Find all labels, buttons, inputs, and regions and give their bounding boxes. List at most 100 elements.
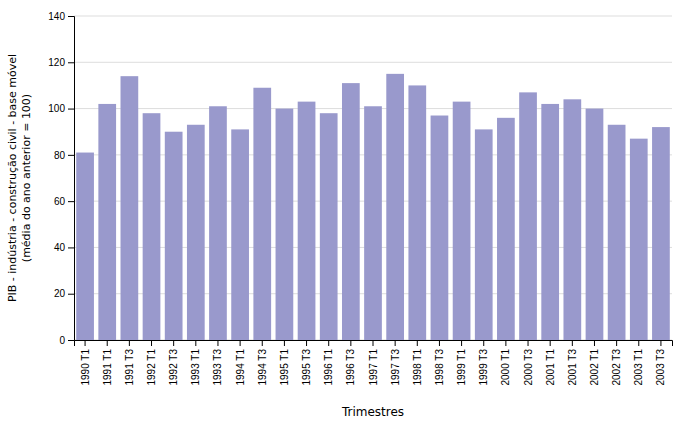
bar xyxy=(497,118,515,340)
x-tick-mark xyxy=(417,340,418,346)
bar xyxy=(386,74,404,340)
chart-container: 0204060801001201401990 T11991 T11991 T31… xyxy=(0,0,688,424)
x-tick: 1996 T1 xyxy=(323,340,334,386)
y-tick: 40 xyxy=(54,242,74,253)
y-tick-mark xyxy=(68,294,74,295)
bar xyxy=(630,139,648,340)
x-tick-mark xyxy=(373,340,374,346)
bar xyxy=(408,85,426,340)
y-tick-label: 20 xyxy=(54,288,66,299)
y-tick-mark xyxy=(68,155,74,156)
x-tick-label: 1995 T1 xyxy=(279,349,290,386)
x-tick-label: 2000 T1 xyxy=(500,349,511,386)
x-tick-mark xyxy=(660,340,661,346)
y-tick: 120 xyxy=(48,57,74,68)
x-tick: 2002 T3 xyxy=(611,340,622,386)
x-tick-mark xyxy=(173,340,174,346)
x-tick: 1998 T1 xyxy=(412,340,423,386)
x-tick: 1999 T1 xyxy=(456,340,467,386)
x-tick: 2003 T3 xyxy=(655,340,666,386)
x-tick-label: 1994 T1 xyxy=(235,349,246,386)
y-axis-title: PIB - indústria - construção civil - bas… xyxy=(6,54,33,302)
x-tick-mark xyxy=(461,340,462,346)
x-tick-mark xyxy=(350,340,351,346)
bar xyxy=(364,106,382,340)
x-tick-label: 2001 T3 xyxy=(567,349,578,386)
grid xyxy=(74,16,672,340)
bar xyxy=(143,113,161,340)
y-tick: 140 xyxy=(48,11,74,22)
x-tick-label: 1997 T3 xyxy=(390,349,401,386)
x-tick-label: 1995 T3 xyxy=(301,349,312,386)
bar xyxy=(121,76,139,340)
x-tick-label: 1999 T1 xyxy=(456,349,467,386)
bar xyxy=(253,88,271,340)
x-tick: 1997 T1 xyxy=(368,340,379,386)
bar xyxy=(298,102,316,340)
x-tick: 1997 T3 xyxy=(390,340,401,386)
x-tick-mark xyxy=(638,340,639,346)
x-tick-label: 1997 T1 xyxy=(368,349,379,386)
bar xyxy=(519,92,537,340)
bar xyxy=(98,104,116,340)
x-tick: 1994 T1 xyxy=(235,340,246,386)
x-tick-label: 1994 T3 xyxy=(257,349,268,386)
x-tick-mark xyxy=(550,340,551,346)
x-tick-label: 2002 T3 xyxy=(611,349,622,386)
x-tick-mark xyxy=(240,340,241,346)
y-tick: 0 xyxy=(59,335,74,346)
bar xyxy=(342,83,360,340)
x-tick: 2002 T1 xyxy=(589,340,600,386)
x-tick: 1995 T3 xyxy=(301,340,312,386)
y-tick-label: 40 xyxy=(54,242,66,253)
bar xyxy=(276,109,294,340)
x-tick: 2003 T1 xyxy=(633,340,644,386)
x-tick-mark xyxy=(151,340,152,346)
x-tick-mark xyxy=(284,340,285,346)
x-tick: 1998 T3 xyxy=(434,340,445,386)
x-tick-label: 1999 T3 xyxy=(478,349,489,386)
bar xyxy=(541,104,559,340)
x-tick-label: 2000 T3 xyxy=(523,349,534,386)
y-axis: 0 20 40 60 80 100 120 140 xyxy=(48,11,74,346)
x-tick-label: 1996 T3 xyxy=(345,349,356,386)
x-tick-mark xyxy=(85,340,86,346)
bars xyxy=(76,74,670,340)
y-tick-mark xyxy=(68,247,74,248)
x-tick-label: 1998 T3 xyxy=(434,349,445,386)
y-axis-line xyxy=(68,17,75,341)
x-axis-title: Trimestres xyxy=(341,405,404,419)
x-tick-mark xyxy=(195,340,196,346)
x-tick: 1990 T1 xyxy=(80,340,91,386)
x-tick: 1992 T3 xyxy=(168,340,179,386)
y-tick-mark xyxy=(68,16,74,17)
x-axis-line xyxy=(75,341,673,347)
x-tick: 1992 T1 xyxy=(146,340,157,386)
x-tick-mark xyxy=(129,340,130,346)
x-tick-mark xyxy=(505,340,506,346)
y-tick: 60 xyxy=(54,196,74,207)
y-tick-label: 100 xyxy=(48,103,65,114)
bar xyxy=(231,129,249,340)
bar xyxy=(187,125,205,340)
y-tick: 80 xyxy=(54,150,74,161)
bar xyxy=(165,132,183,340)
bar xyxy=(475,129,493,340)
grid-line xyxy=(74,62,672,63)
y-tick-mark xyxy=(68,340,74,341)
x-tick: 2001 T3 xyxy=(567,340,578,386)
x-tick-label: 1990 T1 xyxy=(80,349,91,386)
bar xyxy=(209,106,227,340)
y-tick-mark xyxy=(68,109,74,110)
x-tick-mark xyxy=(572,340,573,346)
x-tick: 1991 T1 xyxy=(102,340,113,386)
bar xyxy=(453,102,471,340)
bar xyxy=(563,99,581,340)
x-tick-mark xyxy=(483,340,484,346)
x-tick-mark xyxy=(217,340,218,346)
y-tick: 20 xyxy=(54,288,74,299)
x-tick-mark xyxy=(306,340,307,346)
x-tick-label: 1993 T1 xyxy=(190,349,201,386)
bar xyxy=(608,125,626,340)
x-tick: 1996 T3 xyxy=(345,340,356,386)
